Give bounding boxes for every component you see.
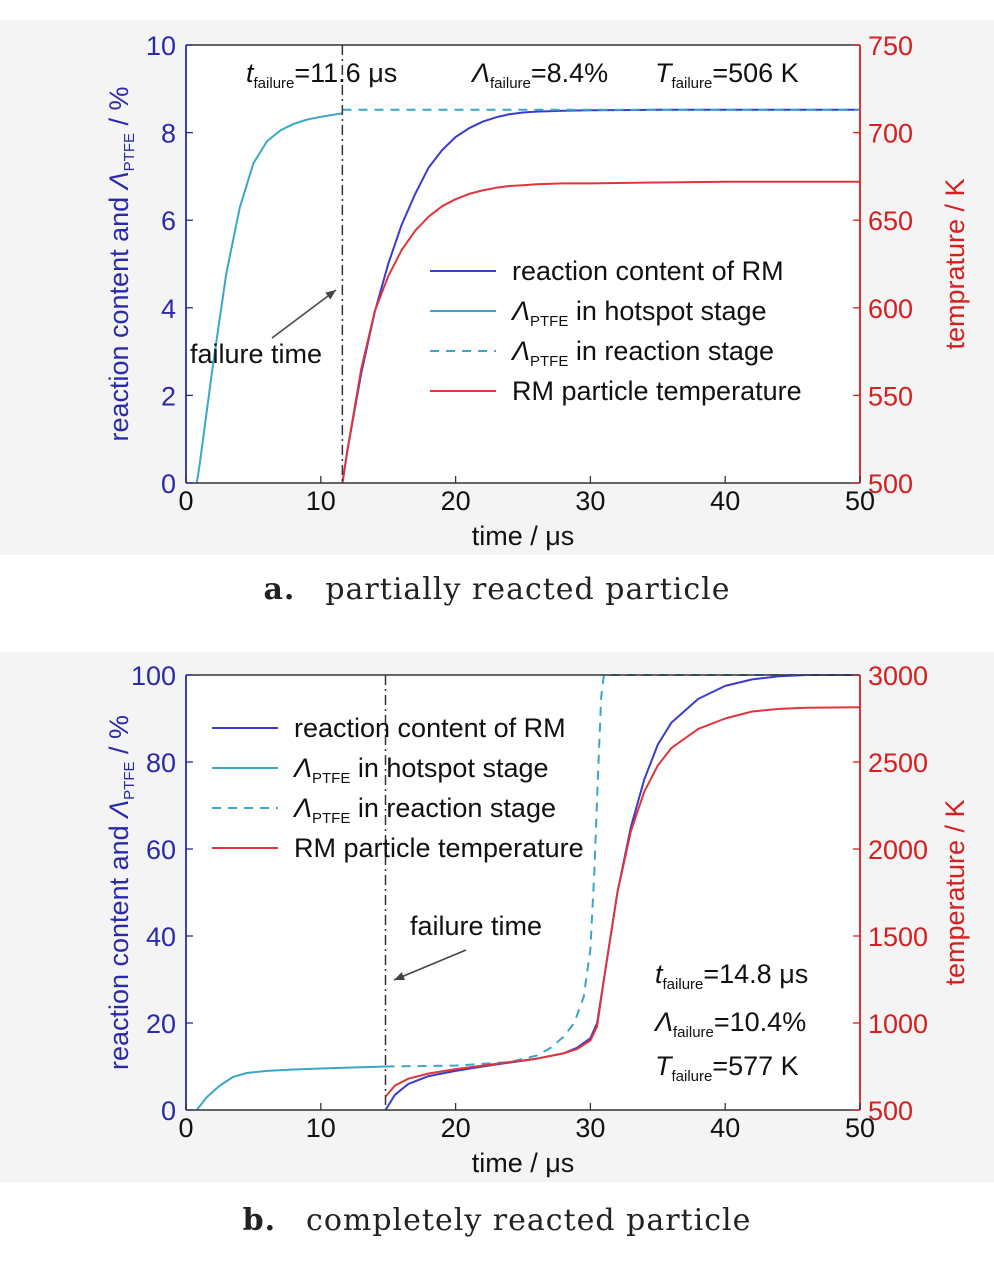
y2-tick-label: 600	[868, 294, 913, 324]
y2-tick-label: 3000	[868, 661, 928, 691]
y-tick-label: 60	[146, 835, 176, 865]
annotation-arrow-line	[393, 949, 467, 981]
y-tick-label: 100	[131, 661, 176, 691]
y2-tick-label: 700	[868, 119, 913, 149]
y2-tick-label: 750	[868, 31, 913, 61]
y-tick-label: 8	[161, 119, 176, 149]
temperature-line	[341, 180, 860, 484]
annotation-arrow-line	[271, 289, 337, 339]
legend-label: reaction content of RM	[512, 256, 784, 286]
hotspot-stage-line	[195, 112, 343, 484]
caption-b-text: completely reacted particle	[306, 1203, 752, 1238]
x-tick-label: 0	[178, 1113, 193, 1143]
legend-label: ΛPTFE in hotspot stage	[510, 296, 767, 330]
x-tick-label: 10	[306, 1113, 336, 1143]
y2-tick-label: 650	[868, 206, 913, 236]
y-tick-label: 4	[161, 294, 176, 324]
y2-tick-label: 2500	[868, 748, 928, 778]
legend-label: ΛPTFE in hotspot stage	[292, 753, 549, 787]
failure-time-annotation: failure time	[190, 339, 322, 369]
y-axis-label: reaction content and ΛPTFE / %	[104, 715, 138, 1070]
reaction-stage-line	[385, 674, 860, 1068]
annotation-arrow-head	[394, 972, 405, 981]
y-axis-label: reaction content and ΛPTFE / %	[104, 86, 138, 441]
y2-tick-label: 2000	[868, 835, 928, 865]
x-tick-label: 50	[845, 1113, 875, 1143]
temperature-line	[384, 706, 861, 1098]
chart-b: 0 10 20 30 40 5002040608010050010001500200025…	[104, 661, 970, 1178]
legend-label: ΛPTFE in reaction stage	[510, 336, 774, 370]
y-tick-label: 0	[161, 469, 176, 499]
x-tick-label: 30	[575, 1113, 605, 1143]
annotation-arrow-head	[325, 290, 336, 300]
y-tick-label: 80	[146, 748, 176, 778]
plot-area	[186, 45, 860, 483]
legend-label: RM particle temperature	[512, 376, 802, 406]
caption-a-letter: a.	[263, 572, 296, 607]
x-tick-label: 20	[441, 486, 471, 516]
y2-tick-label: 500	[868, 469, 913, 499]
y2-axis-label: temperature / K	[940, 799, 970, 985]
caption-a: a. partially reacted particle	[0, 572, 994, 607]
failure-value-label: tfailure=14.8 μs	[655, 959, 808, 993]
legend-label: ΛPTFE in reaction stage	[292, 793, 556, 827]
y2-tick-label: 1500	[868, 922, 928, 952]
y-tick-label: 20	[146, 1009, 176, 1039]
plot-area	[186, 675, 860, 1110]
x-axis-label: time / μs	[472, 521, 575, 551]
failure-value-label: Λfailure=10.4%	[653, 1007, 806, 1041]
y2-tick-label: 550	[868, 381, 913, 411]
hotspot-stage-line	[196, 1065, 386, 1111]
y-tick-label: 10	[146, 31, 176, 61]
chart-a: 0 10 20 30 40 500246810500550600650700750time…	[104, 31, 970, 551]
failure-time-annotation: failure time	[410, 911, 542, 941]
y-tick-label: 40	[146, 922, 176, 952]
y-tick-label: 6	[161, 206, 176, 236]
caption-b: b. completely reacted particle	[0, 1203, 994, 1238]
caption-b-letter: b.	[242, 1203, 277, 1238]
x-tick-label: 30	[575, 486, 605, 516]
x-tick-label: 0	[178, 486, 193, 516]
x-tick-label: 50	[845, 486, 875, 516]
y2-tick-label: 1000	[868, 1009, 928, 1039]
y-tick-label: 0	[161, 1096, 176, 1126]
x-tick-label: 20	[441, 1113, 471, 1143]
y-tick-label: 2	[161, 381, 176, 411]
y2-tick-label: 500	[868, 1096, 913, 1126]
legend-label: RM particle temperature	[294, 833, 584, 863]
reaction-content-line	[341, 108, 860, 484]
legend-label: reaction content of RM	[294, 713, 566, 743]
failure-value-label: tfailure=11.6 μs	[246, 58, 397, 92]
x-tick-label: 10	[306, 486, 336, 516]
caption-a-text: partially reacted particle	[325, 572, 731, 607]
failure-value-label: Λfailure=8.4%	[470, 58, 608, 92]
x-tick-label: 40	[710, 1113, 740, 1143]
x-axis-label: time / μs	[472, 1148, 575, 1178]
y2-axis-label: temprature / K	[940, 178, 970, 349]
failure-value-label: Tfailure=506 K	[655, 58, 799, 92]
x-tick-label: 40	[710, 486, 740, 516]
failure-value-label: Tfailure=577 K	[655, 1051, 799, 1085]
